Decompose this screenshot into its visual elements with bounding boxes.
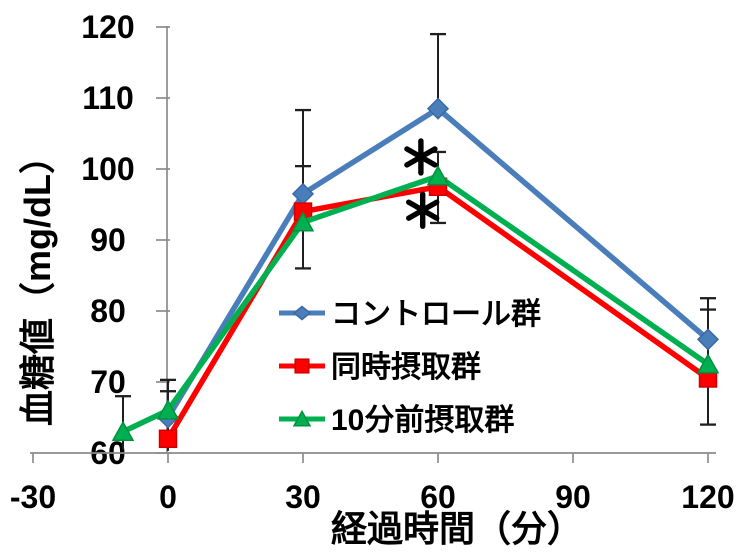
legend-marker-pre-intake-10min bbox=[292, 409, 312, 427]
marker-control bbox=[696, 328, 720, 351]
x-tick-label: -30 bbox=[10, 479, 56, 515]
legend-label-control: コントロール群 bbox=[331, 298, 541, 331]
y-tick-label: 120 bbox=[81, 9, 134, 45]
marker-pre-intake-10min bbox=[156, 399, 180, 420]
marker-pre-intake-10min bbox=[696, 353, 720, 374]
marker-simultaneous-intake bbox=[158, 429, 178, 449]
marker-pre-intake-10min bbox=[111, 420, 135, 441]
asterisk-stroke bbox=[404, 146, 438, 168]
x-tick-label: 60 bbox=[420, 479, 456, 515]
legend-label-pre-intake-10min: 10分前摂取群 bbox=[331, 404, 514, 437]
y-tick-label: 90 bbox=[90, 222, 126, 258]
y-tick-label: 100 bbox=[81, 151, 134, 187]
marker-pre-intake-10min bbox=[291, 211, 315, 232]
x-tick-label: 90 bbox=[555, 479, 591, 515]
legend-item-control: コントロール群 bbox=[279, 298, 541, 331]
x-tick-label: 30 bbox=[285, 479, 321, 515]
marker-pre-intake-10min bbox=[426, 165, 450, 186]
x-tick-label: 120 bbox=[681, 479, 734, 515]
legend-label-simultaneous-intake: 同時摂取群 bbox=[331, 351, 481, 384]
legend-item-pre-intake-10min: 10分前摂取群 bbox=[279, 404, 514, 437]
series-line-control bbox=[165, 105, 711, 421]
x-tick-label: 0 bbox=[159, 479, 177, 515]
y-tick-label: 80 bbox=[90, 293, 126, 329]
legend-marker-control bbox=[292, 305, 312, 321]
y-axis-title: 血糖値（mg/dL） bbox=[17, 138, 58, 426]
significance-asterisk bbox=[406, 191, 440, 229]
significance-annotations bbox=[404, 138, 440, 229]
legend-marker-simultaneous-intake bbox=[294, 358, 310, 374]
asterisk-stroke bbox=[406, 199, 440, 221]
legend-item-simultaneous-intake: 同時摂取群 bbox=[279, 351, 481, 384]
y-tick-label: 110 bbox=[82, 80, 134, 116]
significance-asterisk bbox=[404, 138, 438, 176]
x-axis-title: 経過時間（分） bbox=[331, 508, 583, 549]
y-tick-label: 70 bbox=[90, 364, 126, 400]
marker-control bbox=[426, 97, 450, 120]
series-pre-intake-10min bbox=[111, 165, 720, 441]
